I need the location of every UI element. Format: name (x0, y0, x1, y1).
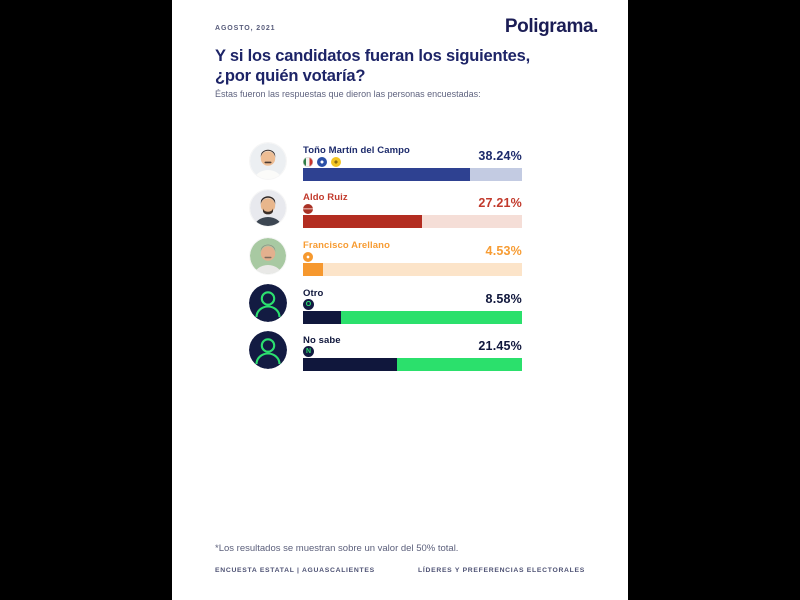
poll-results-chart: Toño Martín del Campo 38.24% Aldo Rui (172, 0, 628, 600)
candidate-photo (250, 143, 286, 179)
bar-fill (303, 263, 323, 276)
bar-track (303, 168, 522, 181)
party-icons: O (303, 299, 314, 310)
person-silhouette-icon (249, 331, 287, 369)
otro-letter-icon: O (303, 299, 314, 310)
bar-track (303, 263, 522, 276)
answer-row: No sabe N 21.45% (215, 331, 522, 377)
candidate-photo (250, 238, 286, 274)
infographic-page: AGOSTO, 2021 Poligrama. Y si los candida… (172, 0, 628, 600)
percent-label: 38.24% (478, 149, 522, 163)
party-icons (303, 251, 317, 262)
person-silhouette-icon (249, 284, 287, 322)
percent-label: 8.58% (485, 292, 522, 306)
candidate-name: Francisco Arellano (303, 240, 390, 251)
candidate-face-illustration (250, 190, 286, 226)
bar-fill (303, 215, 423, 228)
bar-track (303, 358, 522, 371)
candidate-row: Toño Martín del Campo 38.24% (215, 143, 522, 187)
footer-category-label: LÍDERES Y PREFERENCIAS ELECTORALES (418, 567, 585, 574)
candidate-name: Aldo Ruiz (303, 192, 348, 203)
title-line-1: Y si los candidatos fueran los siguiente… (215, 47, 530, 65)
answer-row: Otro O 8.58% (215, 284, 522, 330)
answer-name: No sabe (303, 335, 341, 346)
date-label: AGOSTO, 2021 (215, 25, 276, 32)
candidate-face-illustration (250, 143, 286, 179)
pan-icon (317, 156, 327, 167)
person-outline-icon (249, 284, 287, 322)
candidate-name: Toño Martín del Campo (303, 145, 410, 156)
brand-logo: Poligrama. (504, 16, 599, 37)
party-icons (303, 203, 317, 214)
candidate-face-illustration (250, 238, 286, 274)
bar-fill (303, 311, 341, 324)
mc-icon (303, 251, 313, 262)
party-icons (303, 156, 345, 167)
morena-icon (303, 203, 313, 214)
percent-label: 27.21% (478, 196, 522, 210)
footer-survey-label: ENCUESTA ESTATAL | AGUASCALIENTES (215, 567, 375, 574)
page-title: Y si los candidatos fueran los siguiente… (215, 46, 595, 86)
party-icons: N (303, 346, 314, 357)
candidate-photo (250, 190, 286, 226)
person-outline-icon (249, 331, 287, 369)
percent-label: 21.45% (478, 339, 522, 353)
page-subtitle: Éstas fueron las respuestas que dieron l… (215, 89, 481, 99)
nosabe-letter-icon: N (303, 346, 314, 357)
candidate-row: Francisco Arellano 4.53% (215, 238, 522, 282)
bar-track (303, 215, 522, 228)
bar-track (303, 311, 522, 324)
percent-label: 4.53% (485, 244, 522, 258)
results-footnote: *Los resultados se muestran sobre un val… (215, 543, 459, 554)
title-line-2: ¿por quién votaría? (215, 67, 366, 85)
pri-icon (303, 156, 313, 167)
bar-fill (303, 358, 397, 371)
bar-fill (303, 168, 471, 181)
answer-name: Otro (303, 288, 324, 299)
candidate-row: Aldo Ruiz 27.21% (215, 190, 522, 234)
prd-icon (331, 156, 341, 167)
